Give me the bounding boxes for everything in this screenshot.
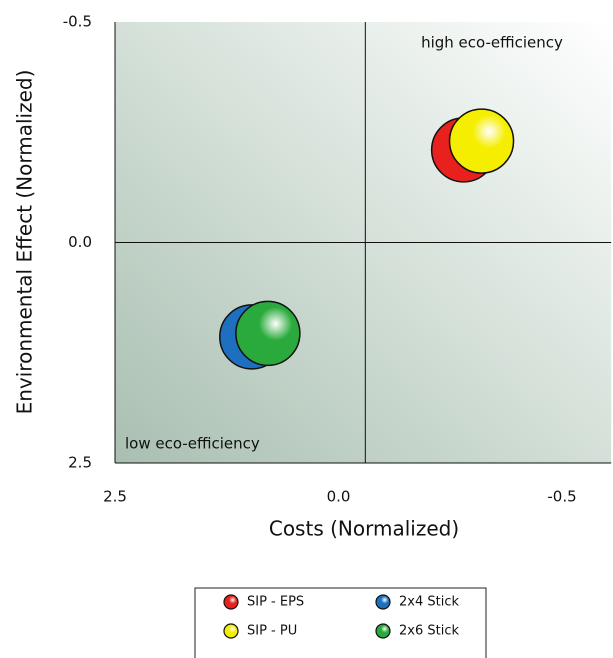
y-axis-title: Environmental Effect (Normalized) (13, 70, 37, 415)
annotation: high eco-efficiency (421, 34, 563, 52)
legend-marker (223, 623, 239, 639)
legend-marker (375, 594, 391, 610)
x-tick-label: 0.0 (327, 488, 351, 506)
y-tick-label: -0.5 (63, 13, 92, 31)
legend-box (194, 587, 487, 658)
legend-label: 2x4 Stick (399, 595, 459, 610)
legend-marker (375, 623, 391, 639)
y-tick-label: 0.0 (68, 233, 92, 251)
annotation: low eco-efficiency (125, 435, 260, 453)
x-tick-label: 2.5 (103, 488, 127, 506)
legend-label: SIP - EPS (247, 595, 304, 610)
x-tick-label: -0.5 (547, 488, 576, 506)
legend-marker (223, 594, 239, 610)
legend-label: SIP - PU (247, 624, 297, 639)
bubble (235, 300, 301, 367)
legend-label: 2x6 Stick (399, 624, 459, 639)
y-tick-label: 2.5 (68, 454, 92, 472)
bubble (448, 108, 515, 174)
x-axis-title: Costs (Normalized) (269, 517, 459, 541)
